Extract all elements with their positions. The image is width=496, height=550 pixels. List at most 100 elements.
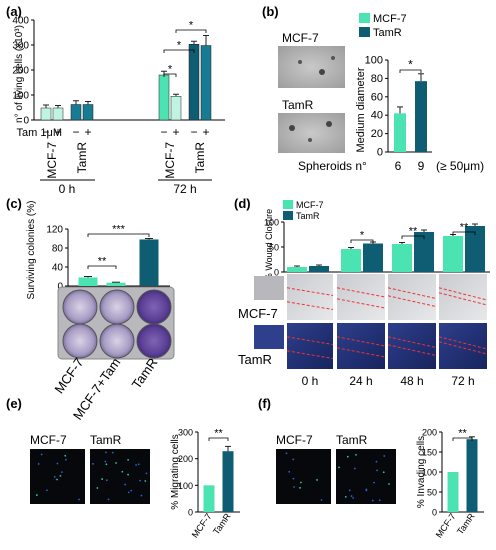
wound-image (287, 323, 333, 369)
panel-c-y-tick-label: 120 (46, 225, 63, 236)
significance-bracket (87, 233, 150, 237)
panel-d-y-tick-label: 100 (264, 218, 279, 228)
legend-swatch-mcf7 (283, 200, 293, 209)
spheroid-dot (326, 121, 332, 127)
cell-dot (388, 483, 390, 485)
cell-dot (145, 472, 148, 475)
significance-mark: * (360, 230, 365, 242)
legend-swatch-mcf7 (359, 13, 370, 23)
panel-e-x-label: MCF-7 (190, 511, 214, 539)
significance-mark: ** (460, 222, 469, 234)
cell-dot (288, 470, 291, 473)
plate-well (136, 289, 172, 325)
panel-label-e: (e) (6, 396, 22, 411)
plate-well (99, 323, 135, 359)
cell-dot (127, 491, 130, 494)
panel-c-ylabel: Surviving colonies (%) (26, 201, 37, 300)
panel-f: MCF-7 TamR % Invading cells 0 50 100 150 200… (276, 428, 484, 540)
cell-dot (353, 467, 356, 470)
wound-row-label-tamr: TamR (238, 352, 272, 367)
bar (78, 277, 98, 286)
wound-edge-line (336, 347, 386, 358)
spheroid-label-tamr: TamR (282, 98, 314, 112)
significance-bracket (175, 29, 207, 33)
wound-edge-line (438, 287, 488, 301)
wound-edge-line (286, 350, 334, 360)
cell-dot (105, 463, 108, 466)
cell-dot (375, 460, 378, 463)
tam-sign: − (160, 125, 167, 139)
bar (394, 113, 406, 152)
migration-image-tamr (90, 449, 150, 504)
migration-image-mcf7 (30, 449, 85, 504)
legend-label-mcf7: MCF-7 (296, 200, 324, 210)
spheroid-dot (319, 69, 325, 75)
cell-dot (59, 474, 62, 477)
spheroid-x-cat: 9 (418, 159, 425, 173)
cell-dot (65, 458, 67, 461)
panel-f-y-tick-label: 0 (432, 508, 437, 518)
cell-dot (115, 462, 117, 464)
bar (40, 107, 52, 121)
invasion-image-tamr (336, 449, 396, 504)
invasion-label-mcf7: MCF-7 (276, 433, 313, 447)
wound-inset-image (254, 276, 284, 300)
bar (287, 267, 307, 272)
panel-b-y-tick-label: 80 (371, 73, 383, 85)
wound-image (337, 323, 385, 369)
spheroid-x-cat: 6 (395, 159, 402, 173)
cell-dot (107, 498, 110, 501)
cell-dot (348, 489, 351, 492)
cell-dot (352, 497, 355, 499)
cell-dot (355, 453, 357, 456)
panel-d-y-tick-label: 50 (269, 243, 279, 253)
significance-bracket (452, 231, 476, 235)
cell-dot (127, 458, 130, 461)
wound-image (337, 274, 385, 320)
significance-bracket (401, 235, 425, 239)
cell-dot (144, 480, 147, 482)
cell-dot (293, 486, 295, 488)
panel-f-x-label: TamR (455, 511, 477, 536)
bar (309, 266, 329, 272)
cell-dot (320, 499, 323, 501)
legend-swatch-tamr (283, 211, 293, 220)
cell-dot (378, 499, 381, 502)
spheroid-x-suffix: (≥ 50μm) (436, 159, 484, 173)
significance-bracket (208, 437, 229, 441)
panel-a-chart: n° of living cells (x10³) 0100200300400 … (12, 16, 225, 196)
panel-c-y-tick-label: 40 (52, 263, 64, 274)
panel-b-y-tick-label: 0 (377, 147, 383, 159)
wound-edge-line (286, 301, 334, 311)
migration-label-mcf7: MCF-7 (30, 433, 67, 447)
bar (200, 45, 212, 121)
cell-line-label: MCF-7 (45, 142, 59, 179)
wound-timepoint-label: 48 h (400, 374, 423, 388)
wound-inset-image (254, 325, 284, 349)
panel-e-ylabel: % Migrating cells (170, 434, 181, 510)
cell-dot (300, 481, 302, 484)
wound-edge-line (336, 336, 386, 347)
significance-mark: ** (98, 256, 107, 268)
cell-dot (35, 494, 38, 496)
cell-dot (344, 495, 347, 498)
panel-b-y-tick-label: 60 (371, 91, 383, 103)
cell-dot (285, 452, 288, 455)
panel-label-c: (c) (6, 196, 22, 211)
panel-f-x-label: MCF-7 (434, 511, 458, 539)
wound-image (439, 323, 487, 369)
bar (70, 104, 82, 121)
significance-bracket (399, 69, 422, 73)
panel-f-ylabel: % Invading cells (416, 436, 427, 508)
tam-sign: + (202, 125, 209, 139)
spheroid-image-tamr (278, 113, 345, 153)
cell-dot (137, 463, 140, 466)
spheroid-dot (289, 125, 295, 131)
significance-mark: *** (112, 224, 126, 236)
bar (363, 243, 383, 272)
wound-edge-line (336, 298, 386, 309)
bar (106, 282, 126, 286)
panel-f-y-tick-label: 50 (427, 488, 437, 498)
cell-dot (46, 489, 48, 492)
tam-sign: + (172, 125, 179, 139)
